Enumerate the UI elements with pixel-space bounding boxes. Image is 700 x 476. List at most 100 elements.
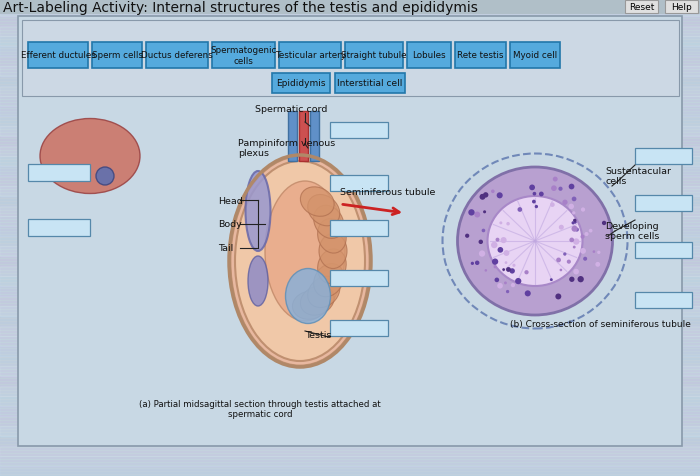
Ellipse shape	[248, 257, 268, 307]
Text: Tail: Tail	[218, 244, 233, 253]
Ellipse shape	[583, 257, 587, 261]
Ellipse shape	[465, 234, 469, 238]
Bar	[28, 165, 90, 182]
Text: Testicular artery: Testicular artery	[274, 51, 345, 60]
Text: Myoid cell: Myoid cell	[513, 51, 557, 60]
Ellipse shape	[479, 240, 483, 245]
Ellipse shape	[525, 291, 531, 297]
Ellipse shape	[300, 286, 334, 316]
Ellipse shape	[318, 249, 346, 284]
Ellipse shape	[559, 187, 563, 191]
Bar	[345, 43, 403, 69]
Bar	[335, 74, 405, 94]
Bar	[330, 220, 388, 237]
Ellipse shape	[580, 248, 586, 254]
Ellipse shape	[510, 268, 515, 274]
Bar	[0, 0, 700, 15]
Ellipse shape	[475, 261, 480, 266]
Ellipse shape	[559, 269, 562, 272]
Ellipse shape	[499, 222, 503, 225]
Ellipse shape	[580, 235, 584, 239]
Ellipse shape	[246, 172, 270, 251]
Ellipse shape	[300, 188, 334, 217]
Ellipse shape	[480, 195, 484, 199]
Ellipse shape	[458, 168, 612, 315]
Ellipse shape	[573, 239, 580, 245]
Text: (b) Cross-section of seminiferous tubule: (b) Cross-section of seminiferous tubule	[510, 319, 691, 328]
Ellipse shape	[559, 225, 564, 230]
Ellipse shape	[584, 232, 589, 237]
Ellipse shape	[556, 258, 561, 263]
Text: Help: Help	[671, 3, 692, 12]
Ellipse shape	[308, 195, 340, 226]
Ellipse shape	[487, 197, 582, 287]
Ellipse shape	[553, 177, 558, 182]
Ellipse shape	[595, 262, 600, 267]
Text: Reset: Reset	[629, 3, 654, 12]
Ellipse shape	[40, 119, 140, 194]
Ellipse shape	[562, 200, 568, 206]
Ellipse shape	[496, 238, 500, 242]
Bar	[28, 219, 90, 237]
Ellipse shape	[497, 283, 503, 289]
Text: Efferent ductules: Efferent ductules	[20, 51, 95, 60]
Ellipse shape	[479, 251, 485, 257]
Ellipse shape	[539, 192, 544, 197]
Text: Head: Head	[218, 196, 243, 205]
Bar	[212, 43, 275, 69]
Ellipse shape	[500, 238, 507, 244]
Ellipse shape	[512, 264, 515, 268]
Ellipse shape	[471, 262, 474, 266]
Text: Straight tubule: Straight tubule	[342, 51, 407, 60]
Ellipse shape	[468, 210, 475, 216]
Ellipse shape	[506, 268, 511, 272]
Ellipse shape	[318, 219, 346, 254]
Ellipse shape	[602, 221, 606, 226]
Ellipse shape	[564, 253, 566, 256]
Ellipse shape	[482, 229, 485, 233]
Ellipse shape	[589, 229, 592, 233]
Ellipse shape	[551, 186, 556, 192]
Ellipse shape	[573, 269, 579, 275]
Text: Seminiferous tubule: Seminiferous tubule	[340, 188, 435, 197]
Text: (a) Partial midsagittal section through testis attached at
spermatic cord: (a) Partial midsagittal section through …	[139, 399, 381, 418]
Ellipse shape	[492, 259, 498, 265]
Ellipse shape	[491, 242, 498, 248]
Bar	[625, 1, 658, 14]
Bar	[330, 123, 388, 139]
Ellipse shape	[532, 200, 536, 204]
Bar	[299, 112, 308, 162]
Bar	[92, 43, 142, 69]
Ellipse shape	[593, 251, 595, 253]
Text: Pampiniform venous
plexus: Pampiniform venous plexus	[238, 139, 335, 158]
Ellipse shape	[314, 264, 344, 297]
Text: Sustentacular
cells: Sustentacular cells	[605, 167, 671, 186]
Ellipse shape	[265, 182, 345, 321]
Ellipse shape	[550, 278, 553, 281]
Ellipse shape	[533, 192, 536, 196]
Ellipse shape	[572, 212, 575, 215]
Ellipse shape	[504, 282, 507, 285]
Ellipse shape	[96, 168, 114, 186]
Bar	[310, 112, 319, 162]
Text: Sperm cells: Sperm cells	[92, 51, 143, 60]
Text: Lobules: Lobules	[412, 51, 446, 60]
Bar	[330, 176, 388, 192]
Ellipse shape	[574, 221, 577, 224]
Bar	[510, 43, 560, 69]
Bar	[635, 196, 692, 211]
Ellipse shape	[505, 262, 508, 265]
Ellipse shape	[550, 203, 554, 208]
Ellipse shape	[480, 195, 485, 200]
Bar	[665, 1, 698, 14]
Ellipse shape	[498, 248, 503, 253]
Ellipse shape	[230, 157, 370, 366]
Bar	[635, 242, 692, 258]
Ellipse shape	[524, 270, 528, 275]
Bar	[407, 43, 451, 69]
Ellipse shape	[506, 290, 510, 294]
Ellipse shape	[491, 190, 495, 194]
Text: Interstitial cell: Interstitial cell	[337, 79, 402, 89]
Ellipse shape	[573, 246, 575, 249]
Ellipse shape	[293, 291, 328, 319]
